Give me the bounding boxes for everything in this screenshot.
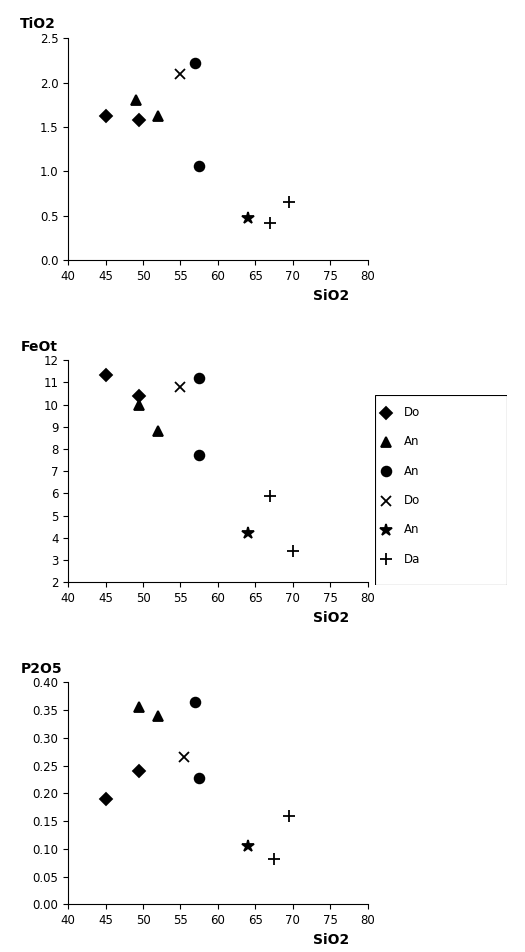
Text: An: An	[404, 524, 420, 536]
Text: FeOt: FeOt	[20, 340, 57, 353]
FancyBboxPatch shape	[375, 395, 507, 585]
X-axis label: SiO2: SiO2	[313, 611, 350, 625]
Text: Da: Da	[404, 552, 421, 565]
Text: An: An	[404, 465, 420, 478]
Text: P2O5: P2O5	[20, 662, 62, 676]
Text: An: An	[404, 435, 420, 448]
X-axis label: SiO2: SiO2	[313, 289, 350, 303]
Text: Do: Do	[404, 407, 421, 419]
Text: TiO2: TiO2	[20, 17, 56, 31]
X-axis label: SiO2: SiO2	[313, 933, 350, 947]
Text: Do: Do	[404, 494, 421, 507]
